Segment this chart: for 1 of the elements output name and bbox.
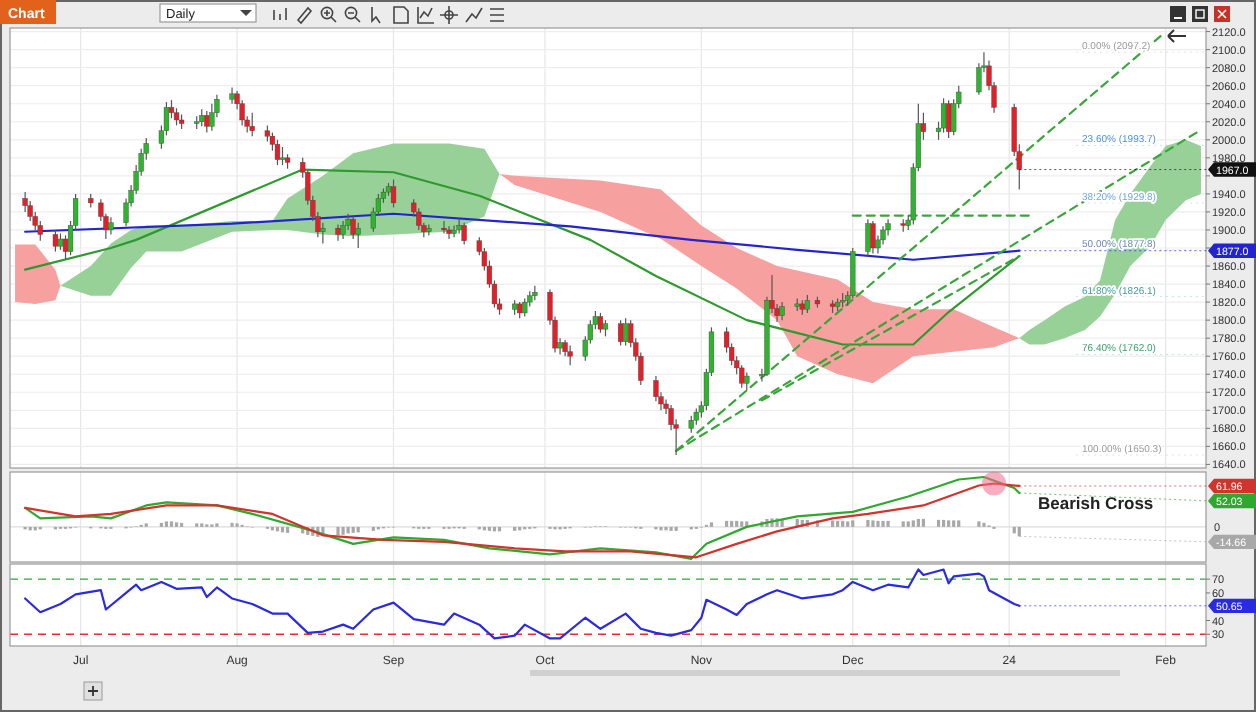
annotation: Bearish Cross (1038, 493, 1154, 514)
